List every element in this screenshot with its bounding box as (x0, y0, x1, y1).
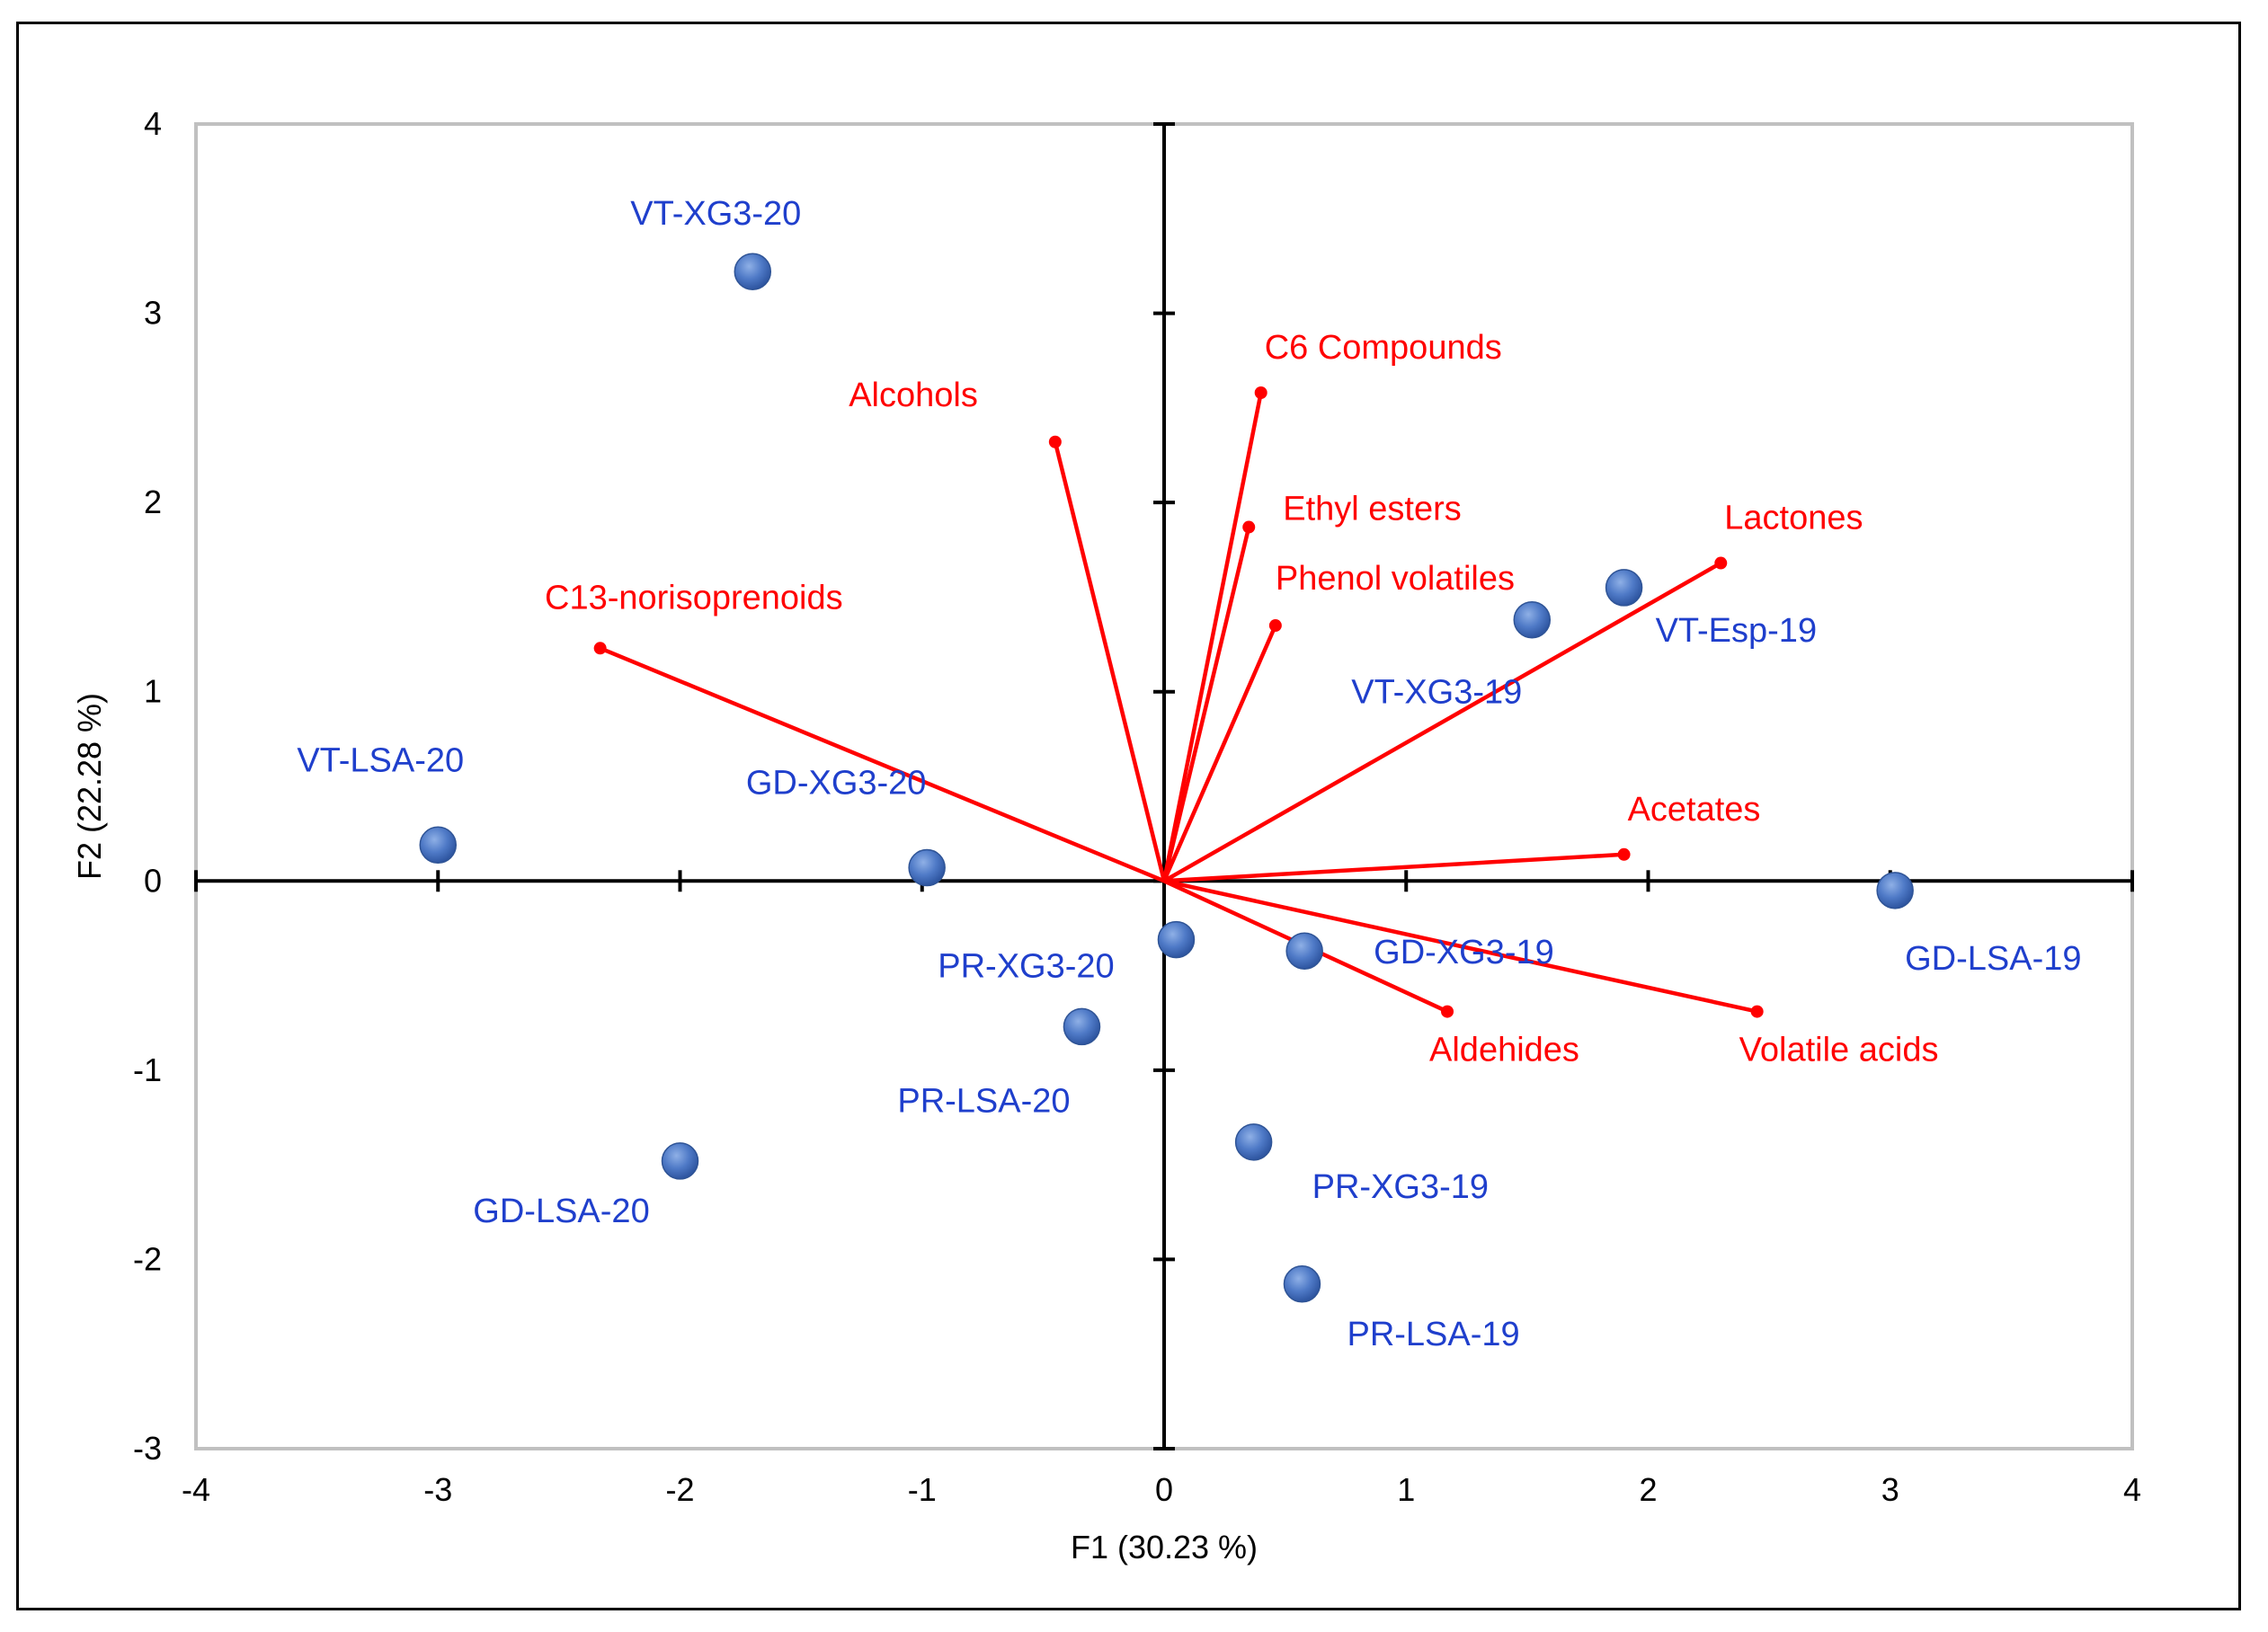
observation-label: VT-LSA-20 (297, 741, 464, 779)
observation-pr-xg3-19: PR-XG3-19 (1234, 1123, 1489, 1206)
x-tick-label: 3 (1881, 1471, 1899, 1508)
variable-vector (599, 646, 1165, 883)
observation-label: GD-LSA-20 (473, 1193, 649, 1230)
variable-endpoint (1254, 386, 1267, 400)
x-tick-label: 1 (1397, 1471, 1415, 1508)
x-tick-label: 2 (1639, 1471, 1657, 1508)
observation-point (1605, 569, 1643, 607)
variable-label: Ethyl esters (1283, 491, 1462, 528)
variable-endpoint (1750, 1005, 1764, 1018)
observation-label: VT-XG3-19 (1351, 674, 1522, 712)
variable-vector (1161, 625, 1277, 883)
observation-point (1513, 600, 1552, 639)
observation-label: PR-LSA-20 (897, 1082, 1070, 1120)
variable-vector (1162, 561, 1722, 883)
variable-label: C6 Compounds (1265, 329, 1502, 367)
variable-label: Aldehides (1429, 1032, 1579, 1069)
observation-point (1285, 932, 1323, 970)
variable-vector (1053, 441, 1167, 882)
observation-label: PR-XG3-20 (938, 948, 1114, 986)
variable-endpoint (593, 642, 607, 655)
observation-vt-lsa-20: VT-LSA-20 (297, 741, 464, 865)
observation-vt-xg3-20: VT-XG3-20 (630, 195, 801, 290)
variable-ethyl-esters: Ethyl esters (1161, 491, 1462, 882)
x-axis-title: F1 (30.23 %) (1071, 1529, 1258, 1565)
observation-label: PR-XG3-19 (1312, 1168, 1489, 1206)
variable-volatile-acids: Volatile acids (1163, 879, 1939, 1069)
x-tick-label: -1 (908, 1471, 937, 1508)
variable-acetates: Acetates (1163, 791, 1761, 883)
observation-pr-lsa-19: PR-LSA-19 (1283, 1265, 1520, 1353)
observation-label: GD-XG3-19 (1374, 934, 1554, 971)
variable-vector (1163, 879, 1758, 1014)
variable-vector (1161, 526, 1251, 882)
variable-vector (1161, 392, 1263, 882)
observation-vt-xg3-19: VT-XG3-19 (1351, 600, 1552, 712)
y-tick-label: -1 (133, 1051, 162, 1088)
variable-vector (1163, 852, 1624, 883)
x-tick-label: 0 (1155, 1471, 1173, 1508)
observation-point (734, 253, 772, 290)
x-tick-label: -2 (665, 1471, 694, 1508)
x-tick-label: 4 (2123, 1471, 2141, 1508)
variable-label: Phenol volatiles (1276, 560, 1515, 598)
variable-phenol-volatiles: Phenol volatiles (1161, 560, 1515, 883)
variable-label: Acetates (1628, 791, 1761, 829)
observation-point (1876, 872, 1914, 909)
y-tick-label: -3 (133, 1430, 162, 1467)
observation-point (908, 848, 946, 887)
variable-lactones: Lactones (1162, 500, 1863, 883)
observation-point (1063, 1007, 1101, 1046)
observation-label: VT-XG3-20 (630, 195, 801, 233)
y-tick-label: 1 (144, 673, 162, 710)
observation-label: GD-XG3-20 (746, 765, 927, 803)
variable-vectors: C6 Compounds Alcohols Ethyl esters Phenol v… (545, 329, 1938, 1069)
observation-gd-lsa-20: GD-LSA-20 (473, 1142, 699, 1230)
observation-gd-xg3-20: GD-XG3-20 (746, 765, 946, 887)
variable-endpoint (1242, 520, 1256, 534)
variable-endpoint (1617, 847, 1631, 861)
observation-gd-lsa-19: GD-LSA-19 (1876, 872, 2082, 978)
y-axis-title: F2 (22.28 %) (71, 693, 108, 880)
axes-layer (194, 122, 2134, 1450)
observation-label: VT-Esp-19 (1656, 612, 1818, 650)
variable-aldehides: Aldehides (1163, 879, 1579, 1069)
observation-pr-lsa-20: PR-LSA-20 (897, 1007, 1101, 1120)
variable-c13-norisoprenoids: C13-norisoprenoids (545, 579, 1165, 883)
variable-endpoint (1268, 619, 1282, 633)
observation-label: GD-LSA-19 (1905, 940, 2081, 978)
variable-alcohols: Alcohols (849, 377, 1167, 882)
observation-point (419, 826, 457, 865)
axis-titles: F1 (30.23 %) F2 (22.28 %) (71, 693, 1258, 1565)
observation-pr-xg3-20: PR-XG3-20 (938, 920, 1196, 986)
variable-label: Alcohols (849, 377, 978, 414)
figure-frame (16, 22, 2241, 1610)
y-tick-label: 0 (144, 862, 162, 899)
observation-point (1157, 920, 1196, 959)
variable-c6-compounds: C6 Compounds (1161, 329, 1502, 882)
y-tick-label: 2 (144, 483, 162, 520)
variable-endpoint (1048, 435, 1062, 448)
observation-point (1283, 1265, 1321, 1303)
observation-gd-xg3-19: GD-XG3-19 (1285, 932, 1554, 971)
variable-endpoint (1441, 1005, 1454, 1018)
variable-label: Lactones (1724, 500, 1863, 537)
observation-point (661, 1142, 699, 1180)
observation-points: VT-XG3-20 VT-LSA-20 GD-XG3-20 GD-LSA-20 PR-X… (297, 195, 2081, 1353)
y-tick-label: -2 (133, 1240, 162, 1277)
y-tick-label: 3 (144, 295, 162, 332)
variable-label: C13-norisoprenoids (545, 579, 843, 616)
tick-labels: -4 -3 -2 -1 0 1 2 3 4 -3 -2 -1 0 1 2 3 4 (133, 105, 2141, 1508)
observation-vt-esp-19: VT-Esp-19 (1605, 569, 1818, 650)
y-tick-label: 4 (144, 105, 162, 142)
x-tick-label: -4 (182, 1471, 210, 1508)
variable-endpoint (1714, 556, 1728, 570)
observation-label: PR-LSA-19 (1347, 1316, 1519, 1353)
x-tick-label: -3 (423, 1471, 452, 1508)
observation-point (1234, 1123, 1273, 1161)
variable-label: Volatile acids (1739, 1032, 1939, 1069)
